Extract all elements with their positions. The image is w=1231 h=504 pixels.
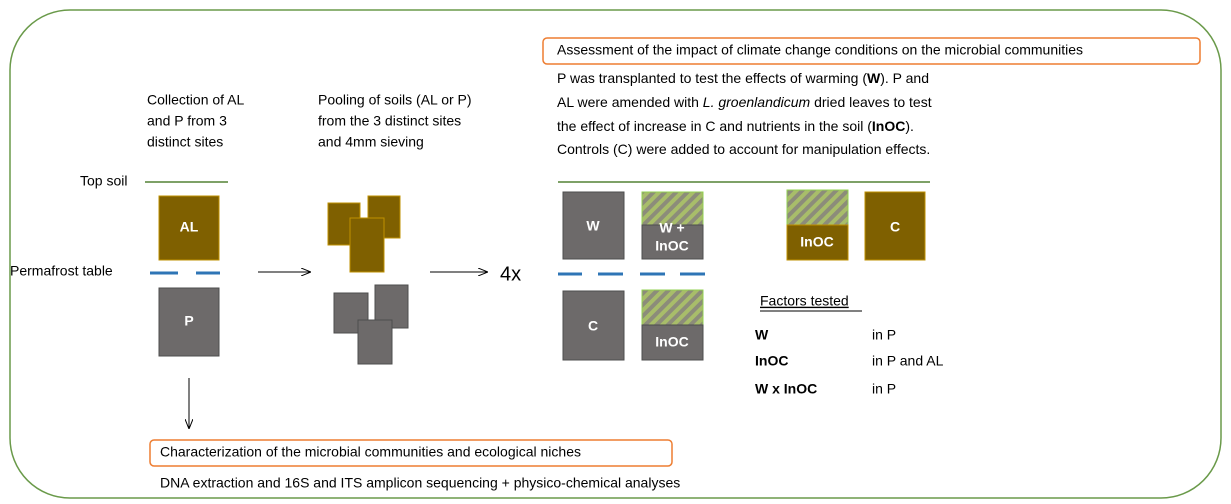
inoc-al-label: InOC (800, 234, 833, 250)
factor-name: W x InOC (755, 381, 817, 397)
pooled-p (333, 284, 409, 365)
assessment-title: Assessment of the impact of climate chan… (557, 42, 1083, 58)
factor-name: W (755, 327, 769, 343)
c-p-label: C (588, 318, 598, 334)
text-run: AL were amended with (557, 94, 703, 110)
al-box (158, 195, 220, 261)
text-run: the effect of increase in C and nutrient… (557, 118, 872, 134)
text-line: from the 3 distinct sites (318, 113, 461, 129)
characterization-title: Characterization of the microbial commun… (160, 444, 581, 460)
inoc-al-box (786, 224, 849, 261)
text-run: InOC (872, 118, 905, 134)
multiplier: 4x (500, 263, 521, 285)
top-soil-label: Top soil (80, 173, 127, 189)
collection-text: Collection of AL and P from 3 distinct s… (147, 92, 244, 150)
text-line: P was transplanted to test the effects o… (557, 70, 929, 86)
al-label: AL (180, 219, 199, 235)
p-label: P (184, 313, 193, 329)
text-run: Controls (C) were added to account for m… (557, 141, 930, 157)
characterization-box (149, 439, 673, 467)
text-line: Pooling of soils (AL or P) (318, 92, 472, 108)
w-label: W (586, 218, 600, 234)
text-line: the effect of increase in C and nutrient… (557, 118, 914, 134)
c-al-label: C (890, 219, 900, 235)
factor-scope: in P (872, 327, 896, 343)
characterization-description: DNA extraction and 16S and ITS amplicon … (160, 475, 680, 491)
permafrost-label: Permafrost table (10, 263, 113, 279)
text-line: and 4mm sieving (318, 134, 424, 150)
pooled-al (327, 195, 401, 273)
factor-name: InOC (755, 353, 788, 369)
factors-title: Factors tested (760, 293, 849, 309)
hatch-box (786, 189, 849, 226)
text-run: dried leaves to test (810, 94, 932, 110)
w-inoc-box (641, 224, 704, 260)
text-line: Collection of AL (147, 92, 244, 108)
assessment-box (542, 37, 1201, 65)
text-line: AL were amended with L. groenlandicum dr… (557, 94, 932, 110)
text-line: distinct sites (147, 134, 223, 150)
text-line: Controls (C) were added to account for m… (557, 141, 930, 157)
frame (9, 9, 1222, 499)
factor-scope: in P and AL (872, 353, 944, 369)
text-run: L. groenlandicum (703, 94, 811, 110)
text-run: ). (905, 118, 914, 134)
w-inoc-label: InOC (655, 238, 688, 254)
text-line: and P from 3 (147, 113, 227, 129)
text-run: W (867, 70, 881, 86)
inoc-p-label: InOC (655, 334, 688, 350)
p-box (158, 287, 220, 357)
c-al-box (864, 191, 926, 261)
text-run: ). P and (880, 70, 929, 86)
hatch-box (641, 191, 704, 226)
inoc-p-box (641, 324, 704, 361)
assessment-description: P was transplanted to test the effects o… (557, 70, 932, 157)
factor-scope: in P (872, 381, 896, 397)
w-box (562, 191, 625, 260)
c-p-box (562, 290, 625, 361)
pooling-text: Pooling of soils (AL or P) from the 3 di… (318, 92, 472, 150)
text-run: P was transplanted to test the effects o… (557, 70, 867, 86)
w-inoc-label: W + (659, 220, 684, 236)
hatch-box (641, 289, 704, 326)
